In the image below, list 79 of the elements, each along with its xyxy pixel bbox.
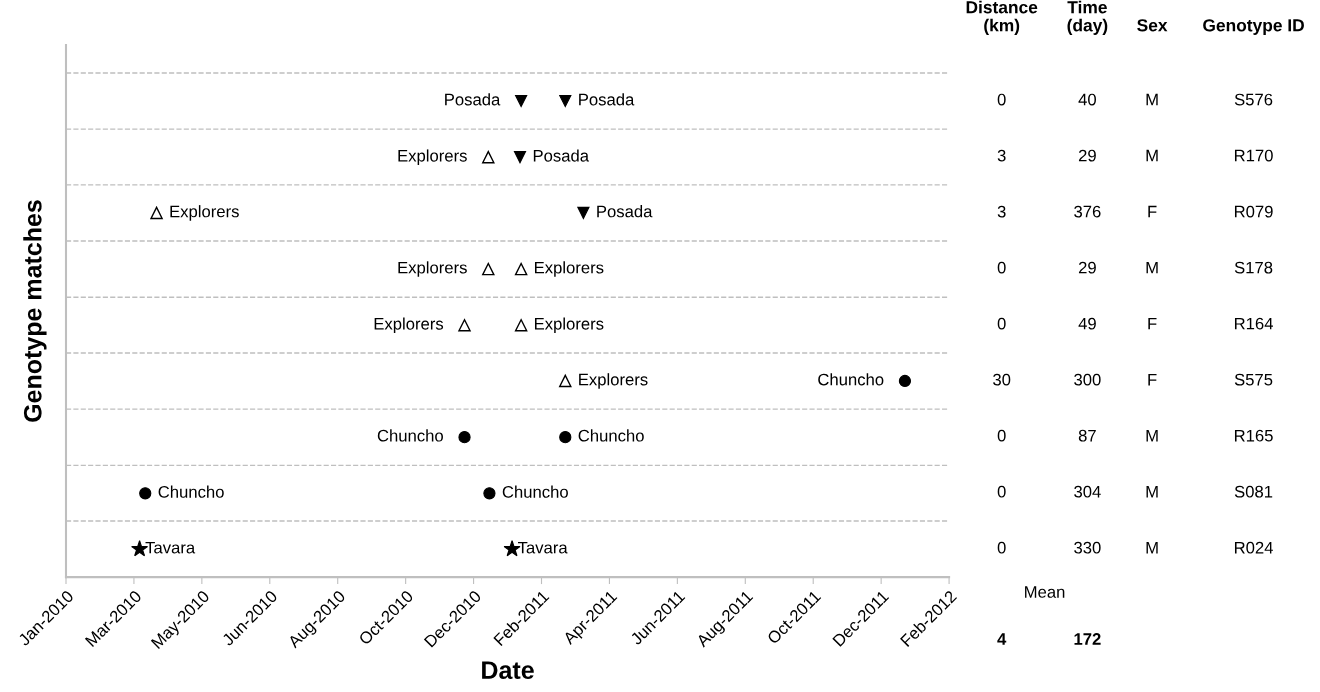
text: 0: [997, 429, 1006, 442]
text: R079: [1234, 205, 1273, 218]
text: 87: [1078, 429, 1096, 442]
text: Chuncho: [818, 373, 884, 386]
point: [515, 94, 528, 108]
text: 4: [997, 633, 1007, 645]
text: Chuncho: [377, 429, 443, 442]
point: [150, 206, 163, 220]
text: Explorers: [534, 317, 604, 334]
text: S081: [1234, 485, 1273, 498]
point: [513, 151, 527, 164]
text: 29: [1078, 149, 1096, 162]
text: 0: [997, 93, 1006, 106]
series-label: Tavara: [518, 541, 568, 554]
text: M: [1146, 93, 1158, 106]
x-axis-title: Date: [482, 661, 534, 680]
point: [577, 206, 590, 219]
text: 0: [997, 541, 1006, 554]
y-axis-title: Genotype matches: [23, 200, 47, 422]
text: Posada: [533, 149, 590, 162]
text: S575: [1234, 373, 1273, 386]
text: Explorers: [579, 373, 648, 389]
point: [514, 318, 528, 332]
text: 300: [1074, 373, 1101, 386]
text: F: [1148, 317, 1157, 330]
text: F: [1148, 373, 1157, 386]
point: [458, 318, 471, 332]
text: Tavara: [145, 541, 196, 554]
point: [482, 150, 495, 164]
text: 0: [997, 261, 1006, 274]
category-label: Distance (km): [966, 0, 1038, 35]
text: M: [1146, 261, 1158, 274]
text: 376: [1074, 205, 1101, 218]
category-label: Genotype ID: [1203, 19, 1304, 35]
text: Explorers: [398, 261, 467, 277]
text: 49: [1078, 317, 1096, 330]
category-label: Time (day): [1067, 0, 1108, 35]
text: M: [1146, 429, 1158, 442]
text: Explorers: [170, 205, 239, 221]
text: Mean: [1025, 586, 1065, 598]
text: Explorers: [398, 149, 467, 165]
text: S178: [1234, 261, 1273, 274]
category-label: Sex: [1137, 19, 1168, 32]
text: S576: [1234, 93, 1273, 106]
text: 172: [1074, 633, 1101, 645]
text: 0: [997, 485, 1006, 498]
text: Explorers: [374, 317, 444, 334]
series-label: Explorers: [534, 261, 604, 277]
text: M: [1146, 541, 1158, 554]
text: 0: [997, 317, 1006, 330]
text: 30: [993, 373, 1011, 386]
point: [482, 262, 495, 276]
point: [559, 431, 572, 444]
text: Chuncho: [578, 429, 644, 442]
text: R165: [1234, 429, 1273, 442]
point: [898, 374, 912, 388]
text: 40: [1078, 93, 1096, 106]
text: 29: [1078, 261, 1096, 274]
text: 304: [1074, 485, 1101, 498]
point: [483, 487, 496, 500]
series-label: Posada: [597, 205, 653, 218]
text: Posada: [445, 93, 501, 106]
point: [458, 431, 471, 444]
text: R024: [1234, 541, 1273, 554]
text: 3: [997, 149, 1006, 162]
point: [514, 262, 528, 276]
text: R170: [1234, 149, 1273, 162]
text: M: [1146, 149, 1158, 162]
text: Posada: [579, 93, 635, 106]
point: [559, 94, 572, 108]
text: 330: [1074, 541, 1101, 554]
text: R164: [1234, 317, 1273, 330]
text: 3: [997, 205, 1006, 218]
text: Chuncho: [158, 485, 224, 498]
text: F: [1148, 205, 1157, 218]
point: [559, 374, 572, 388]
point: [139, 487, 152, 500]
series-label: Chuncho: [502, 485, 568, 498]
text: M: [1146, 485, 1158, 498]
